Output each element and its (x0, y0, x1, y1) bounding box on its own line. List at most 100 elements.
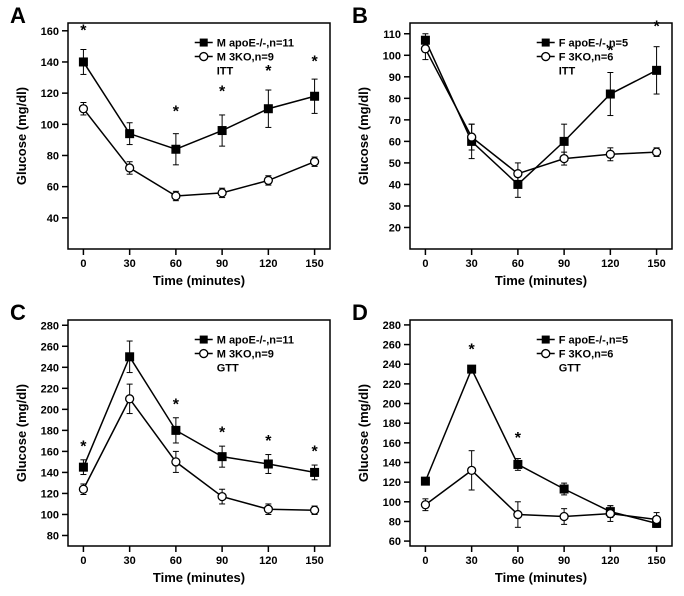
svg-text:0: 0 (422, 555, 428, 567)
svg-text:Time (minutes): Time (minutes) (495, 570, 587, 585)
svg-text:160: 160 (41, 26, 59, 38)
panel-D-label: D (352, 300, 368, 326)
svg-text:160: 160 (41, 446, 59, 458)
svg-text:*: * (265, 63, 272, 80)
svg-text:Time (minutes): Time (minutes) (153, 570, 245, 585)
svg-text:260: 260 (41, 341, 59, 353)
svg-text:60: 60 (389, 536, 401, 548)
svg-text:F 3KO,n=6: F 3KO,n=6 (559, 349, 614, 361)
svg-text:120: 120 (41, 88, 59, 100)
svg-text:*: * (311, 54, 318, 71)
svg-text:M 3KO,n=9: M 3KO,n=9 (217, 349, 274, 361)
panel-A: A 0 30 60 90 120 150 Time (minutes) 40 60 80 100 12… (10, 5, 340, 295)
svg-text:140: 140 (41, 467, 59, 479)
svg-text:90: 90 (216, 258, 228, 270)
svg-text:150: 150 (305, 258, 323, 270)
figure-container: A 0 30 60 90 120 150 Time (minutes) 40 60 80 100 12… (0, 0, 684, 596)
svg-text:40: 40 (389, 179, 401, 191)
svg-text:100: 100 (41, 509, 59, 521)
svg-text:*: * (219, 83, 226, 100)
svg-text:*: * (219, 425, 226, 442)
svg-text:30: 30 (124, 555, 136, 567)
svg-text:240: 240 (383, 359, 401, 371)
svg-text:90: 90 (389, 72, 401, 84)
svg-text:F apoE-/-,n=5: F apoE-/-,n=5 (559, 335, 628, 347)
svg-text:160: 160 (383, 438, 401, 450)
svg-text:120: 120 (601, 258, 619, 270)
svg-text:*: * (80, 22, 87, 39)
svg-text:80: 80 (389, 93, 401, 105)
svg-text:0: 0 (80, 555, 86, 567)
svg-text:GTT: GTT (559, 363, 581, 375)
panel-C: C 0306090120150Time (minutes)80100120140… (10, 302, 340, 592)
svg-text:100: 100 (383, 497, 401, 509)
svg-text:120: 120 (41, 488, 59, 500)
svg-text:260: 260 (383, 340, 401, 352)
svg-text:40: 40 (47, 213, 59, 225)
svg-text:200: 200 (41, 404, 59, 416)
svg-text:90: 90 (558, 555, 570, 567)
svg-text:280: 280 (383, 320, 401, 332)
svg-text:60: 60 (170, 555, 182, 567)
svg-text:M apoE-/-,n=11: M apoE-/-,n=11 (217, 335, 294, 347)
svg-text:240: 240 (41, 362, 59, 374)
svg-text:80: 80 (389, 516, 401, 528)
panel-B-label: B (352, 3, 368, 29)
svg-text:150: 150 (305, 555, 323, 567)
svg-text:0: 0 (80, 258, 86, 270)
svg-text:120: 120 (601, 555, 619, 567)
svg-text:30: 30 (466, 555, 478, 567)
svg-text:280: 280 (41, 320, 59, 332)
svg-text:20: 20 (389, 222, 401, 234)
svg-text:ITT: ITT (217, 66, 234, 78)
svg-text:140: 140 (41, 57, 59, 69)
svg-text:Glucose (mg/dl): Glucose (mg/dl) (356, 87, 371, 185)
svg-text:110: 110 (383, 29, 401, 41)
svg-text:30: 30 (124, 258, 136, 270)
svg-text:80: 80 (47, 530, 59, 542)
svg-text:70: 70 (389, 115, 401, 127)
svg-text:60: 60 (170, 258, 182, 270)
svg-text:90: 90 (216, 555, 228, 567)
svg-text:150: 150 (647, 555, 665, 567)
svg-text:60: 60 (512, 555, 524, 567)
svg-text:*: * (265, 433, 272, 450)
svg-text:*: * (653, 19, 660, 36)
panel-D-chart: 0306090120150Time (minutes)6080100120140… (352, 302, 682, 592)
svg-text:Glucose (mg/dl): Glucose (mg/dl) (14, 384, 29, 482)
svg-text:30: 30 (466, 258, 478, 270)
panel-B-chart: 0306090120150Time (minutes)2030405060708… (352, 5, 682, 295)
panel-D: D 0 30 60 90 120 150 Time (minutes) 60 80 100 120 1… (352, 302, 682, 592)
svg-text:60: 60 (389, 136, 401, 148)
panel-C-chart: 0306090120150Time (minutes)8010012014016… (10, 302, 340, 592)
svg-text:80: 80 (47, 150, 59, 162)
svg-text:100: 100 (383, 50, 401, 62)
svg-text:180: 180 (41, 425, 59, 437)
svg-text:ITT: ITT (559, 66, 576, 78)
svg-text:0: 0 (422, 258, 428, 270)
svg-text:150: 150 (647, 258, 665, 270)
svg-text:*: * (173, 396, 180, 413)
svg-text:Time (minutes): Time (minutes) (495, 273, 587, 288)
svg-text:F apoE-/-,n=5: F apoE-/-,n=5 (559, 38, 628, 50)
svg-text:Glucose (mg/dl): Glucose (mg/dl) (14, 87, 29, 185)
svg-text:120: 120 (383, 477, 401, 489)
svg-text:*: * (311, 444, 318, 461)
svg-text:M apoE-/-,n=11: M apoE-/-,n=11 (217, 38, 294, 50)
svg-text:100: 100 (41, 119, 59, 131)
svg-text:*: * (469, 341, 476, 358)
svg-text:Glucose (mg/dl): Glucose (mg/dl) (356, 384, 371, 482)
panel-A-chart: 0 30 60 90 120 150 Time (minutes) 40 60 80 100 120 1… (10, 5, 340, 295)
svg-text:220: 220 (383, 379, 401, 391)
svg-text:F 3KO,n=6: F 3KO,n=6 (559, 52, 614, 64)
svg-text:120: 120 (259, 258, 277, 270)
svg-text:60: 60 (512, 258, 524, 270)
svg-text:180: 180 (383, 418, 401, 430)
svg-text:GTT: GTT (217, 363, 239, 375)
svg-text:Time (minutes): Time (minutes) (153, 273, 245, 288)
panel-B: B 0306090120150Time (minutes)20304050607… (352, 5, 682, 295)
svg-text:*: * (515, 430, 522, 447)
svg-text:60: 60 (47, 182, 59, 194)
panel-A-label: A (10, 3, 26, 29)
svg-text:50: 50 (389, 158, 401, 170)
